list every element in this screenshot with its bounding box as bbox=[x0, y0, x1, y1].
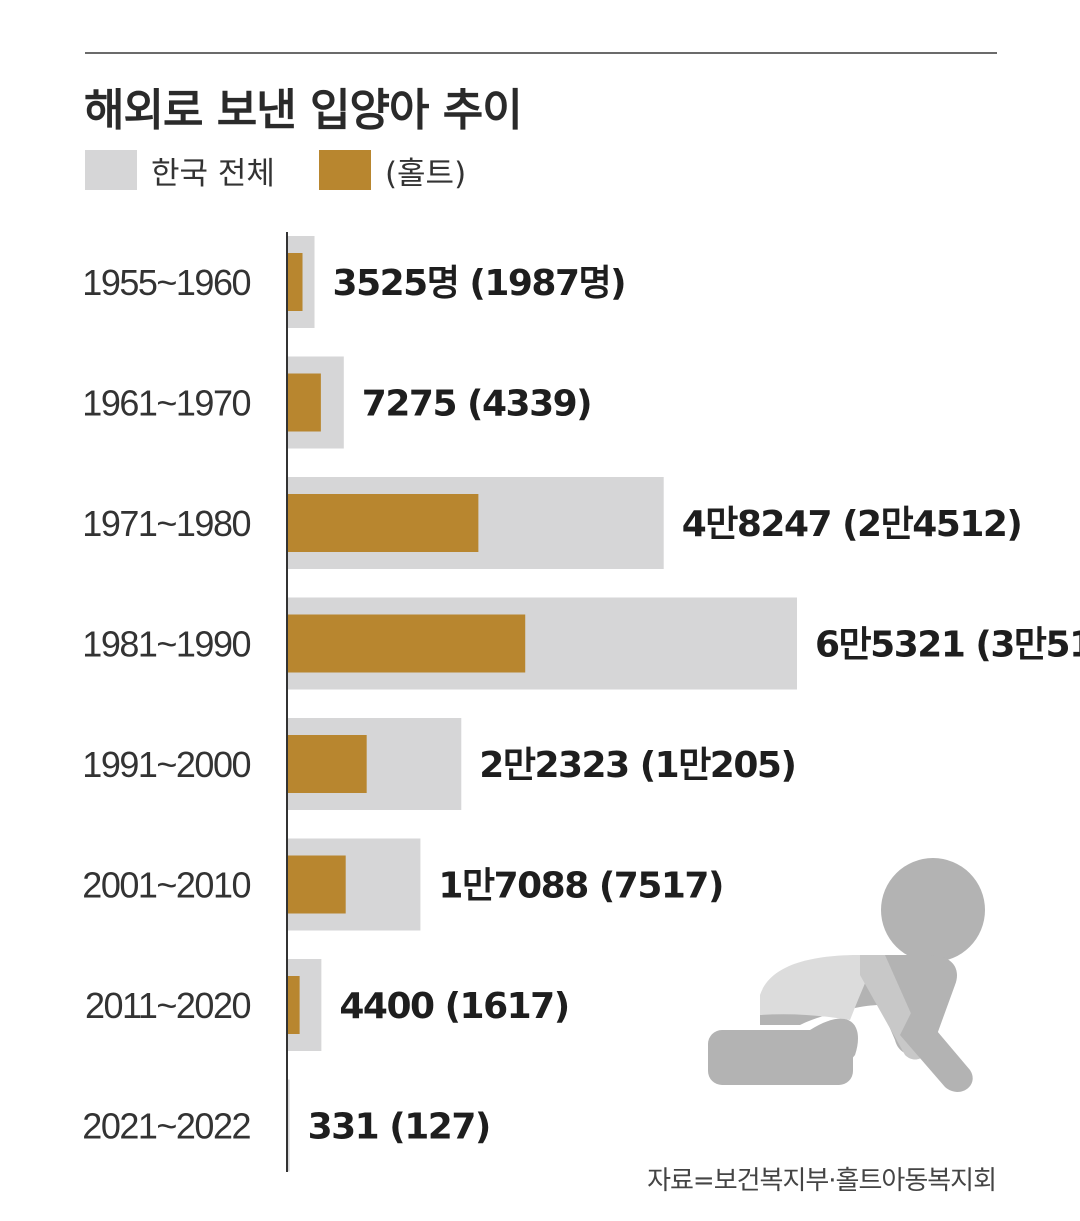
value-holt-2011~2020: (1617) bbox=[445, 986, 569, 1027]
value-label-2001~2010: 1만7088 (7517) bbox=[438, 866, 723, 907]
period-label-1981~1990: 1981~1990 bbox=[82, 624, 250, 665]
value-holt-2001~2010: (7517) bbox=[599, 866, 723, 907]
bar-holt-1961~1970 bbox=[287, 373, 321, 432]
bar-total-2021~2022 bbox=[287, 1079, 290, 1172]
bar-holt-1981~1990 bbox=[287, 614, 526, 673]
value-total-2021~2022: 331 bbox=[308, 1107, 390, 1148]
source-note: 자료=보건복지부·홀트아동복지회 bbox=[647, 1166, 997, 1196]
bar-holt-1955~1960 bbox=[287, 253, 303, 311]
period-label-1961~1970: 1961~1970 bbox=[82, 383, 250, 424]
legend-swatch-total bbox=[85, 150, 137, 190]
bar-holt-2001~2010 bbox=[287, 855, 346, 914]
value-total-2011~2020: 4400 bbox=[339, 986, 444, 1027]
legend-swatch-holt bbox=[318, 150, 371, 190]
value-label-1955~1960: 3525명 (1987명) bbox=[333, 263, 626, 304]
crawling-baby-icon bbox=[708, 858, 985, 1092]
value-total-1971~1980: 4만8247 bbox=[682, 504, 842, 545]
value-total-1991~2000: 2만2323 bbox=[479, 745, 639, 786]
value-holt-1991~2000: (1만205) bbox=[640, 745, 796, 786]
value-total-1981~1990: 6만5321 bbox=[815, 625, 975, 666]
bar-holt-1991~2000 bbox=[287, 735, 367, 793]
value-label-1981~1990: 6만5321 (3만512) bbox=[815, 625, 1080, 666]
bar-holt-2011~2020 bbox=[287, 976, 300, 1034]
period-label-1971~1980: 1971~1980 bbox=[82, 503, 250, 544]
value-holt-1961~1970: (4339) bbox=[467, 384, 591, 425]
value-holt-1955~1960: (1987명) bbox=[469, 263, 625, 304]
bar-holt-1971~1980 bbox=[287, 494, 479, 552]
value-label-2021~2022: 331 (127) bbox=[308, 1107, 490, 1148]
period-label-1955~1960: 1955~1960 bbox=[82, 262, 250, 303]
top-rule bbox=[85, 52, 997, 54]
value-total-2001~2010: 1만7088 bbox=[438, 866, 598, 907]
value-label-2011~2020: 4400 (1617) bbox=[339, 986, 568, 1027]
period-label-2011~2020: 2011~2020 bbox=[85, 985, 251, 1026]
legend-label-total: 한국 전체 bbox=[151, 155, 275, 192]
value-total-1955~1960: 3525명 bbox=[333, 263, 470, 304]
period-label-2021~2022: 2021~2022 bbox=[82, 1106, 250, 1147]
legend-label-holt: (홀트) bbox=[384, 155, 467, 192]
period-label-1991~2000: 1991~2000 bbox=[82, 744, 250, 785]
value-holt-1971~1980: (2만4512) bbox=[842, 504, 1021, 545]
value-holt-2021~2022: (127) bbox=[389, 1107, 490, 1148]
legend: 한국 전체 (홀트) bbox=[85, 148, 510, 192]
value-label-1961~1970: 7275 (4339) bbox=[362, 384, 591, 425]
value-label-1971~1980: 4만8247 (2만4512) bbox=[682, 504, 1022, 545]
value-total-1961~1970: 7275 bbox=[362, 384, 467, 425]
chart-title: 해외로 보낸 입양아 추이 bbox=[84, 85, 523, 136]
value-holt-1981~1990: (3만512) bbox=[975, 625, 1080, 666]
value-label-1991~2000: 2만2323 (1만205) bbox=[479, 745, 795, 786]
period-label-2001~2010: 2001~2010 bbox=[82, 865, 250, 906]
